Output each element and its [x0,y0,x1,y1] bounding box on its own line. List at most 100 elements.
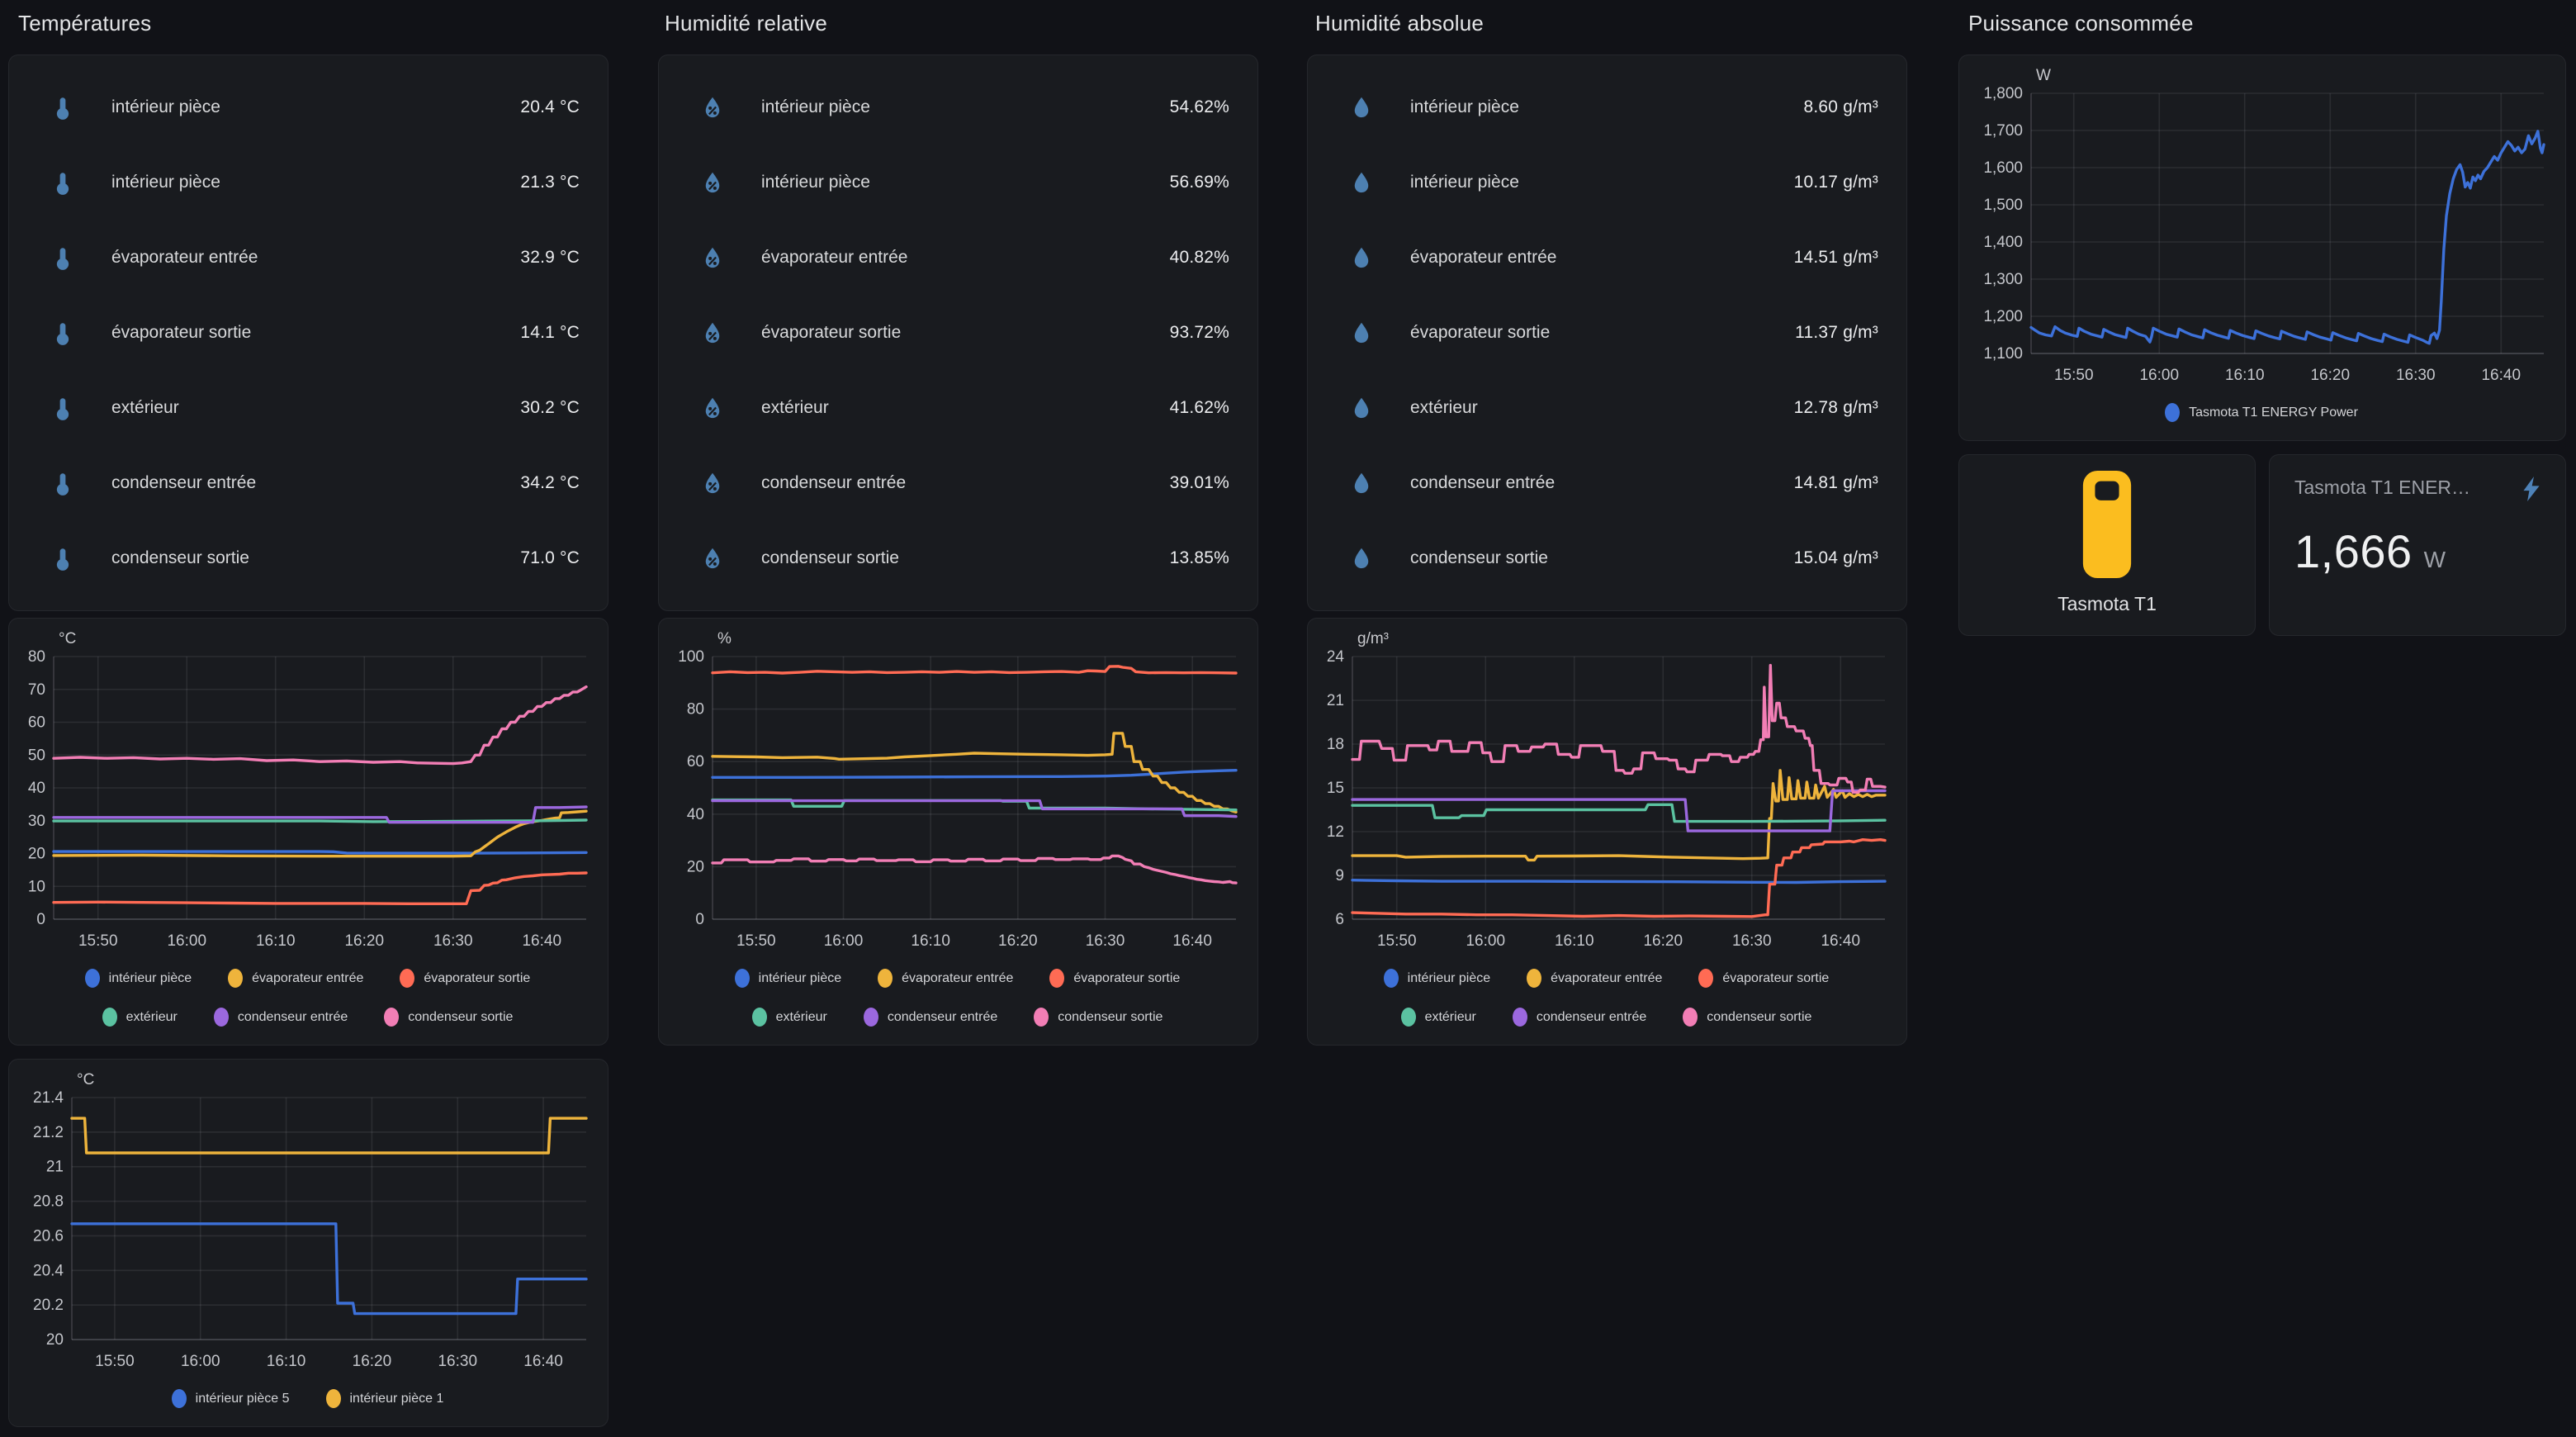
legend-item[interactable]: extérieur [102,1008,178,1027]
stat-row: condenseur entrée 14.81 g/m³ [1308,445,1906,520]
legend-item[interactable]: intérieur pièce [1383,969,1490,988]
axis-unit-label: W [2036,67,2051,84]
legend-dot [1527,969,1542,988]
legend-dot [1400,1008,1416,1027]
y-tick-label: 1,200 [1983,308,2023,325]
y-tick-label: 12 [1327,823,1344,841]
x-tick-label: 16:20 [2310,367,2350,384]
water-drop-icon [1349,95,1374,120]
stat-value: 32.9 °C [520,248,580,268]
legend-item[interactable]: condenseur entrée [213,1008,348,1027]
stat-label: condenseur sortie [761,548,899,567]
legend-dot [213,1008,229,1027]
series-line [711,854,1238,884]
legend-dot [1034,1008,1049,1027]
legend-item[interactable]: évaporateur entrée [878,969,1013,988]
x-tick-label: 16:40 [2481,367,2521,384]
legend-item[interactable]: Tasmota T1 ENERGY Power [2165,403,2358,422]
section-title-power[interactable]: Puissance consommée [1968,11,2194,36]
y-tick-label: 1,300 [1983,271,2023,288]
legend-item[interactable]: condenseur entrée [1512,1008,1646,1027]
legend-item[interactable]: intérieur pièce 5 [171,1389,290,1408]
legend-label: intérieur pièce 1 [349,1391,444,1406]
legend-row: Tasmota T1 ENERGY Power [2165,403,2358,422]
legend-label: extérieur [1424,1009,1476,1024]
legend-item[interactable]: intérieur pièce [734,969,842,988]
legend-item[interactable]: condenseur sortie [384,1008,513,1027]
indoor-temperature-chart-legend: intérieur pièce 5 intérieur pièce 1 [17,1379,598,1426]
series-line [70,1222,588,1316]
x-tick-label: 16:00 [824,932,864,950]
y-tick-label: 1,700 [1983,122,2023,140]
y-tick-label: 20 [28,846,45,863]
legend-item[interactable]: évaporateur sortie [1049,969,1180,988]
legend-item[interactable]: condenseur sortie [1034,1008,1163,1027]
x-tick-label: 16:40 [523,1353,563,1370]
indoor-temperature-time-series-plot[interactable]: 20 20.2 20.4 20.6 20.8 21 21.2 21.4 15:50 16:00 16… [17,1066,598,1379]
tasmota-power-unit: W [2423,547,2446,572]
stat-row: évaporateur entrée 40.82% [659,221,1257,296]
x-tick-label: 15:50 [2054,367,2094,384]
stat-value: 71.0 °C [520,548,580,567]
chart-canvas: 0 20 40 60 80 100 15:50 16:00 16:10 16:20 16:30 16:… [678,630,1238,950]
x-tick-label: 16:40 [522,932,561,950]
series-line [1351,769,1887,862]
legend-item[interactable]: évaporateur sortie [400,969,530,988]
y-tick-label: 20 [46,1331,64,1349]
power-time-series-plot[interactable]: 1,100 1,200 1,300 1,400 1,500 1,600 1,700 1,800… [1968,62,2555,393]
stat-label: condenseur entrée [761,472,907,492]
stat-label: intérieur pièce [111,173,220,192]
x-tick-label: 16:30 [1086,932,1125,950]
legend-dot [400,969,415,988]
panel-rel-humidity-stats: intérieur pièce 54.62% intérieur pièce 56.6… [658,55,1258,611]
legend-item[interactable]: évaporateur entrée [228,969,363,988]
legend-label: condenseur entrée [237,1009,348,1024]
temperature-time-series-plot[interactable]: 0 10 20 30 40 50 60 70 80 15:50 16:00 16:10 16:20 16:… [17,625,598,959]
abs-humidity-time-series-plot[interactable]: 6 9 12 15 18 21 24 15:50 16:00 16:10 16:20 16:30 16:… [1316,625,1896,959]
stat-label: condenseur sortie [1410,548,1548,567]
y-tick-label: 0 [36,911,45,928]
rel-humidity-time-series-plot[interactable]: 0 20 40 60 80 100 15:50 16:00 16:10 16:20 16:30 16:… [667,625,1248,959]
stat-value: 12.78 g/m³ [1793,397,1878,417]
stat-value: 56.69% [1169,173,1229,192]
y-tick-label: 40 [28,780,45,797]
legend-dot [734,969,750,988]
legend-label: extérieur [775,1009,827,1024]
tasmota-power-title: Tasmota T1 ENER… [2294,477,2471,498]
stat-value: 34.2 °C [520,472,580,492]
x-tick-label: 16:20 [1643,932,1683,950]
x-tick-label: 16:00 [2139,367,2179,384]
y-tick-label: 20 [687,858,704,875]
legend-item[interactable]: condenseur sortie [1683,1008,1811,1027]
section-title-abs-humidity[interactable]: Humidité absolue [1315,11,1485,36]
x-tick-label: 15:50 [78,932,118,950]
stat-label: extérieur [111,397,179,417]
legend-label: intérieur pièce [758,970,842,985]
axis-unit-label: % [717,630,732,647]
legend-item[interactable]: intérieur pièce 1 [325,1389,444,1408]
legend-item[interactable]: extérieur [751,1008,827,1027]
y-tick-label: 10 [28,878,45,895]
legend-dot [171,1389,187,1408]
x-tick-label: 16:00 [1466,932,1505,950]
panel-tasmota-device[interactable]: Tasmota T1 [1958,454,2256,636]
thermometer-icon [50,245,75,271]
section-title-temperatures[interactable]: Températures [18,11,152,36]
panel-tasmota-power: Tasmota T1 ENER… 1,666 W [2269,454,2566,636]
stat-label: évaporateur sortie [111,323,252,342]
thermometer-icon [50,546,75,571]
stat-label: intérieur pièce [1410,97,1519,117]
x-tick-label: 16:00 [167,932,206,950]
legend-item[interactable]: intérieur pièce [84,969,192,988]
stat-value: 30.2 °C [520,397,580,417]
legend-item[interactable]: évaporateur sortie [1698,969,1829,988]
legend-dot [751,1008,767,1027]
legend-item[interactable]: condenseur entrée [863,1008,997,1027]
legend-item[interactable]: extérieur [1400,1008,1476,1027]
section-title-rel-humidity[interactable]: Humidité relative [665,11,828,36]
x-tick-label: 16:00 [181,1353,220,1370]
legend-label: évaporateur entrée [1551,970,1663,985]
legend-item[interactable]: évaporateur entrée [1527,969,1662,988]
legend-row: intérieur pièce évaporateur entrée évapora… [734,969,1180,988]
x-tick-label: 16:40 [1172,932,1212,950]
